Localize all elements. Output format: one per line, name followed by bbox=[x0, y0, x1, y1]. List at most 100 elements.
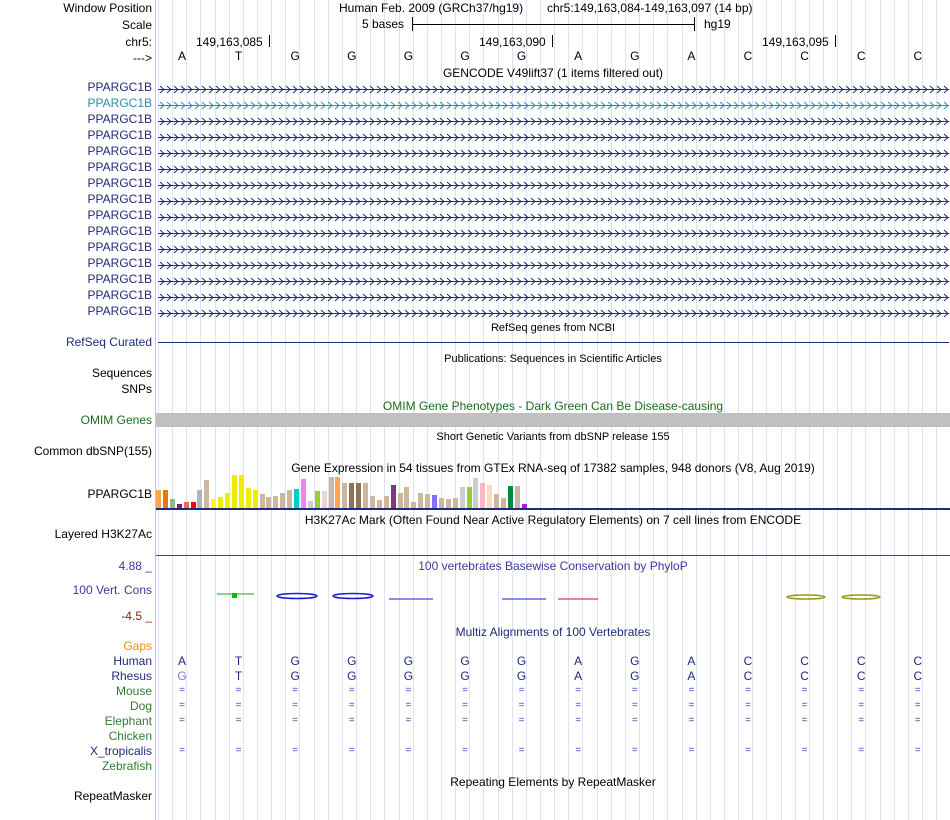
gencode-gene-label[interactable]: PPARGC1B bbox=[87, 224, 152, 238]
multiz-species-label[interactable]: Mouse bbox=[115, 684, 152, 698]
gtex-tissue-bar[interactable] bbox=[211, 499, 217, 508]
gtex-tissue-bar[interactable] bbox=[307, 501, 313, 508]
gtex-tissue-bar[interactable] bbox=[432, 495, 437, 508]
gencode-gene-label[interactable]: PPARGC1B bbox=[87, 80, 152, 94]
gtex-tissue-bar[interactable] bbox=[356, 483, 362, 508]
gtex-tissue-bar[interactable] bbox=[252, 490, 258, 508]
gencode-gene-arrow[interactable] bbox=[158, 259, 949, 270]
gencode-gene-arrow[interactable] bbox=[158, 147, 949, 158]
omim-label[interactable]: OMIM Genes bbox=[80, 413, 152, 427]
gencode-gene-arrow[interactable] bbox=[158, 307, 949, 318]
gtex-tissue-bar[interactable] bbox=[314, 491, 320, 508]
gtex-tissue-bar[interactable] bbox=[445, 499, 451, 508]
gtex-tissue-bar[interactable] bbox=[369, 496, 375, 508]
gtex-tissue-bar[interactable] bbox=[266, 497, 272, 508]
gtex-tissue-bar[interactable] bbox=[452, 498, 458, 508]
gtex-tissue-bar[interactable] bbox=[349, 483, 355, 508]
gencode-gene-label[interactable]: PPARGC1B bbox=[87, 144, 152, 158]
gtex-tissue-bar[interactable] bbox=[328, 477, 334, 508]
gtex-tissue-bar[interactable] bbox=[294, 489, 299, 508]
gtex-tissue-bar[interactable] bbox=[169, 499, 175, 508]
dbsnp-label[interactable]: Common dbSNP(155) bbox=[33, 444, 152, 458]
gtex-title[interactable]: Gene Expression in 54 tissues from GTEx … bbox=[291, 461, 815, 475]
gencode-gene-label[interactable]: PPARGC1B bbox=[87, 128, 152, 142]
gtex-tissue-bar[interactable] bbox=[459, 487, 465, 508]
position-range[interactable]: chr5:149,163,084-149,163,097 (14 bp) bbox=[547, 1, 753, 15]
gtex-tissue-bar[interactable] bbox=[231, 475, 237, 508]
gtex-tissue-bar[interactable] bbox=[204, 480, 210, 508]
phylop-label[interactable]: 100 Vert. Cons bbox=[72, 583, 152, 597]
gtex-tissue-bar[interactable] bbox=[245, 488, 251, 508]
assembly-name[interactable]: Human Feb. 2009 (GRCh37/hg19) bbox=[339, 1, 524, 15]
gtex-tissue-bar[interactable] bbox=[466, 487, 472, 508]
gencode-gene-label[interactable]: PPARGC1B bbox=[87, 192, 152, 206]
gencode-gene-arrow[interactable] bbox=[158, 227, 949, 238]
gencode-gene-label[interactable]: PPARGC1B bbox=[87, 304, 152, 318]
publications-label-snps[interactable]: SNPs bbox=[121, 382, 152, 396]
gencode-gene-arrow[interactable] bbox=[158, 291, 949, 302]
gtex-tissue-bar[interactable] bbox=[418, 493, 424, 508]
gtex-tissue-bar[interactable] bbox=[425, 494, 431, 508]
gtex-tissue-bar[interactable] bbox=[238, 475, 244, 508]
gtex-tissue-bar[interactable] bbox=[507, 486, 513, 508]
gtex-tissue-bar[interactable] bbox=[335, 477, 341, 508]
gtex-tissue-bar[interactable] bbox=[473, 478, 479, 508]
gtex-tissue-bar[interactable] bbox=[363, 483, 368, 508]
gencode-gene-label[interactable]: PPARGC1B bbox=[87, 96, 152, 110]
dbsnp-title[interactable]: Short Genetic Variants from dbSNP releas… bbox=[436, 431, 670, 443]
refseq-gene-line[interactable] bbox=[158, 342, 949, 343]
gtex-tissue-bar[interactable] bbox=[383, 496, 389, 508]
gencode-gene-label[interactable]: PPARGC1B bbox=[87, 208, 152, 222]
gencode-gene-arrow[interactable] bbox=[158, 179, 949, 190]
multiz-species-label[interactable]: Human bbox=[113, 654, 152, 668]
gencode-gene-label[interactable]: PPARGC1B bbox=[87, 112, 152, 126]
gtex-tissue-bar[interactable] bbox=[397, 493, 403, 508]
gencode-gene-label[interactable]: PPARGC1B bbox=[87, 288, 152, 302]
multiz-species-label[interactable]: Elephant bbox=[104, 714, 152, 728]
h3k27ac-title[interactable]: H3K27Ac Mark (Often Found Near Active Re… bbox=[304, 513, 802, 527]
publications-title[interactable]: Publications: Sequences in Scientific Ar… bbox=[444, 353, 662, 365]
multiz-species-label[interactable]: Chicken bbox=[108, 729, 152, 743]
gtex-tissue-bar[interactable] bbox=[404, 487, 410, 508]
gtex-tissue-bar[interactable] bbox=[438, 498, 444, 508]
multiz-species-label[interactable]: Rhesus bbox=[111, 669, 152, 683]
gencode-title[interactable]: GENCODE V49lift37 (1 items filtered out) bbox=[442, 66, 664, 80]
gencode-gene-label[interactable]: PPARGC1B bbox=[87, 176, 152, 190]
gtex-tissue-bar[interactable] bbox=[218, 497, 224, 508]
omim-phenotype-bar[interactable] bbox=[156, 413, 950, 427]
gencode-gene-label[interactable]: PPARGC1B bbox=[87, 256, 152, 270]
phylop-plot[interactable] bbox=[0, 585, 950, 605]
gencode-gene-label[interactable]: PPARGC1B bbox=[87, 272, 152, 286]
gencode-gene-arrow[interactable] bbox=[158, 83, 949, 94]
gtex-tissue-bar[interactable] bbox=[259, 494, 265, 508]
gtex-tissue-bar[interactable] bbox=[273, 496, 279, 508]
multiz-species-label[interactable]: Dog bbox=[129, 699, 152, 713]
multiz-species-label[interactable]: X_tropicalis bbox=[89, 744, 152, 758]
gtex-tissue-bar[interactable] bbox=[494, 494, 500, 508]
h3k27ac-label[interactable]: Layered H3K27Ac bbox=[54, 527, 152, 541]
gencode-gene-arrow[interactable] bbox=[158, 131, 949, 142]
gencode-gene-label[interactable]: PPARGC1B bbox=[87, 160, 152, 174]
gtex-tissue-bar[interactable] bbox=[176, 504, 182, 508]
gencode-gene-arrow[interactable] bbox=[158, 211, 949, 222]
omim-title[interactable]: OMIM Gene Phenotypes - Dark Green Can Be… bbox=[382, 399, 724, 413]
gtex-tissue-bar[interactable] bbox=[225, 493, 230, 508]
gtex-tissue-bar[interactable] bbox=[156, 490, 161, 508]
gtex-tissue-bar[interactable] bbox=[487, 485, 493, 508]
gtex-tissue-bar[interactable] bbox=[321, 491, 327, 508]
multiz-title[interactable]: Multiz Alignments of 100 Vertebrates bbox=[455, 625, 651, 639]
gtex-tissue-bar[interactable] bbox=[342, 483, 348, 508]
gencode-gene-arrow[interactable] bbox=[158, 163, 949, 174]
publications-label-sequences[interactable]: Sequences bbox=[91, 366, 152, 380]
gtex-tissue-bar[interactable] bbox=[480, 483, 486, 508]
gtex-tissue-bar[interactable] bbox=[390, 485, 396, 508]
gtex-tissue-bar[interactable] bbox=[521, 504, 527, 508]
multiz-gaps-label[interactable]: Gaps bbox=[123, 639, 152, 653]
gtex-tissue-bar[interactable] bbox=[287, 490, 293, 508]
gtex-tissue-bar[interactable] bbox=[190, 502, 196, 508]
refseq-label[interactable]: RefSeq Curated bbox=[65, 335, 152, 349]
gencode-gene-arrow[interactable] bbox=[158, 275, 949, 286]
repeatmasker-label[interactable]: RepeatMasker bbox=[73, 789, 152, 803]
gtex-tissue-bar[interactable] bbox=[411, 502, 417, 508]
repeatmasker-title[interactable]: Repeating Elements by RepeatMasker bbox=[450, 775, 656, 789]
